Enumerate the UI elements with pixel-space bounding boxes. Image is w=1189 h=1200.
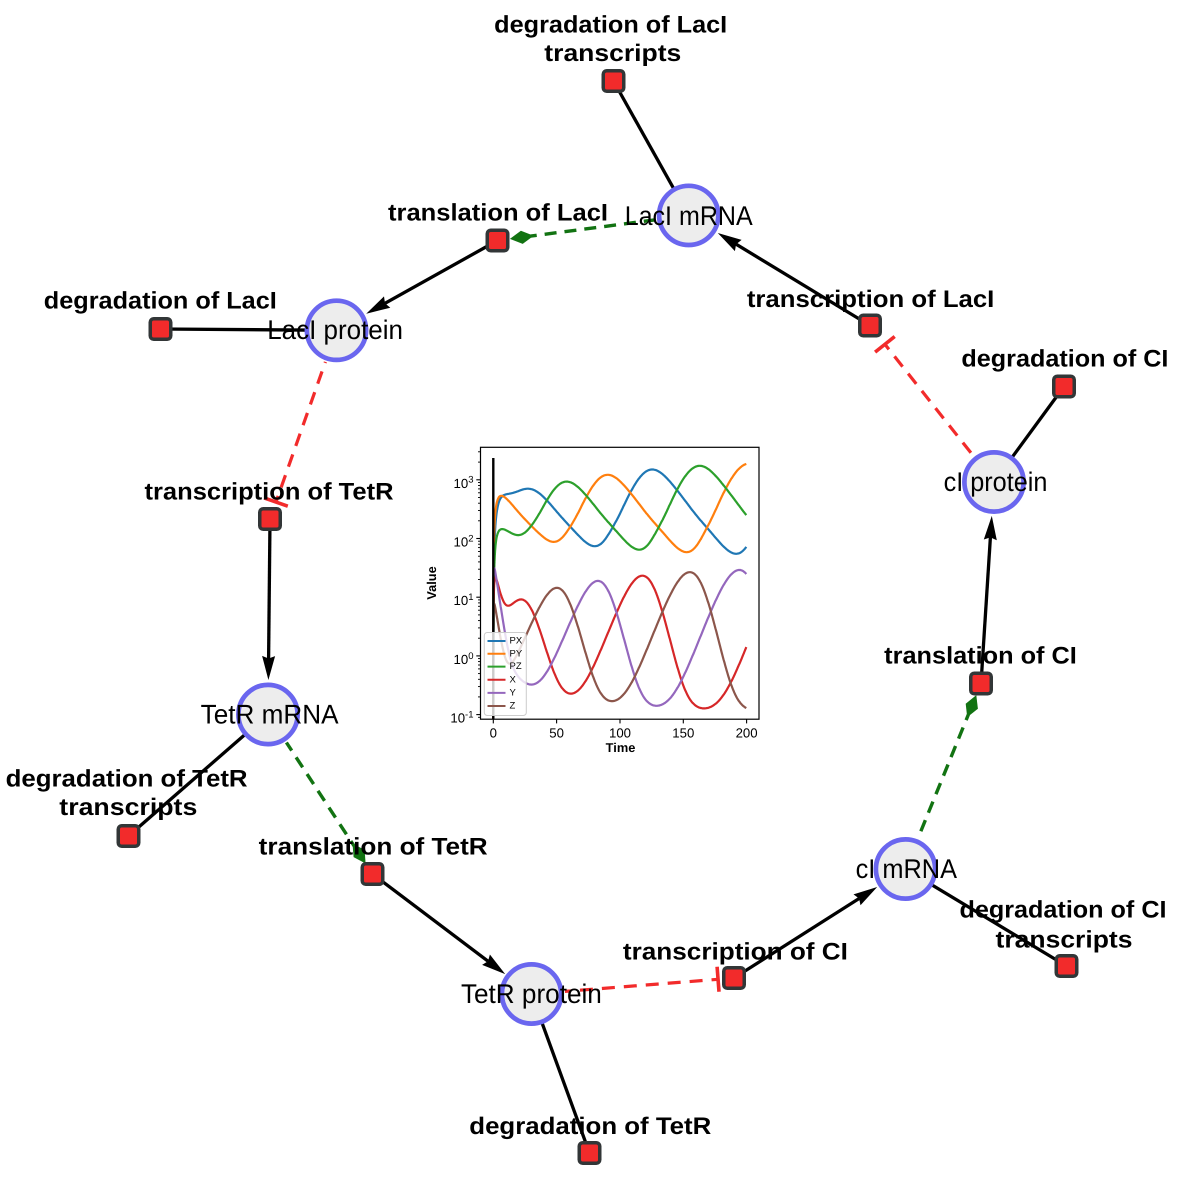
svg-text:degradation of TetR: degradation of TetR xyxy=(6,766,248,793)
svg-text:translation of TetR: translation of TetR xyxy=(259,834,488,861)
svg-text:Time: Time xyxy=(606,740,636,755)
svg-text:103: 103 xyxy=(454,475,474,491)
svg-text:PZ: PZ xyxy=(510,661,522,672)
svg-text:degradation of CI: degradation of CI xyxy=(961,346,1168,373)
svg-text:PX: PX xyxy=(510,636,523,647)
svg-text:PY: PY xyxy=(510,648,523,659)
svg-text:degradation of LacI: degradation of LacI xyxy=(494,12,727,39)
svg-text:50: 50 xyxy=(549,725,564,740)
svg-text:cI protein: cI protein xyxy=(944,467,1048,497)
svg-text:transcripts: transcripts xyxy=(59,794,197,821)
svg-text:0: 0 xyxy=(490,725,497,740)
svg-text:translation of CI: translation of CI xyxy=(884,643,1077,670)
svg-text:Z: Z xyxy=(510,701,516,712)
svg-text:LacI mRNA: LacI mRNA xyxy=(625,201,753,231)
svg-text:translation of LacI: translation of LacI xyxy=(388,200,608,227)
svg-text:100: 100 xyxy=(454,651,474,667)
svg-text:TetR mRNA: TetR mRNA xyxy=(201,700,339,730)
svg-text:degradation of TetR: degradation of TetR xyxy=(469,1113,711,1140)
svg-text:100: 100 xyxy=(609,725,631,740)
svg-text:degradation of CI: degradation of CI xyxy=(960,897,1167,924)
svg-text:Y: Y xyxy=(510,687,517,698)
svg-text:150: 150 xyxy=(672,725,694,740)
svg-text:degradation of LacI: degradation of LacI xyxy=(44,288,277,315)
svg-text:Value: Value xyxy=(424,566,439,599)
svg-text:transcripts: transcripts xyxy=(996,927,1133,954)
svg-text:10-1: 10-1 xyxy=(450,710,473,726)
svg-text:transcripts: transcripts xyxy=(544,40,681,67)
svg-text:X: X xyxy=(510,674,517,685)
svg-text:TetR protein: TetR protein xyxy=(461,979,602,1009)
svg-text:102: 102 xyxy=(454,533,474,549)
svg-text:transcription of TetR: transcription of TetR xyxy=(145,479,394,506)
svg-text:transcription of LacI: transcription of LacI xyxy=(747,286,995,313)
svg-text:LacI protein: LacI protein xyxy=(267,315,403,345)
svg-text:transcription of CI: transcription of CI xyxy=(623,939,848,966)
svg-text:101: 101 xyxy=(454,592,474,608)
svg-text:cI mRNA: cI mRNA xyxy=(856,854,957,884)
svg-text:200: 200 xyxy=(736,725,758,740)
